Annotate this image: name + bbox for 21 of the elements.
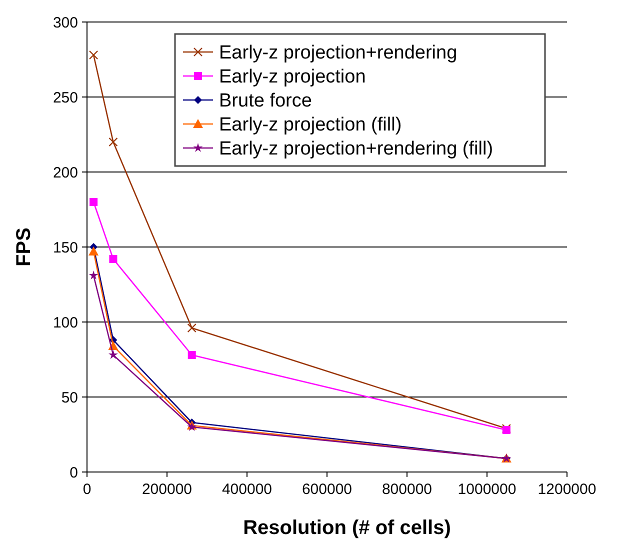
legend-label: Early-z projection+rendering (fill): [219, 138, 494, 160]
y-tick-label: 100: [52, 314, 78, 332]
x-tick-label: 600000: [302, 481, 352, 498]
y-tick-label: 50: [61, 389, 78, 406]
legend-label: Brute force: [219, 90, 312, 112]
y-axis-title: FPS: [13, 228, 35, 266]
x-tick-label: 200000: [142, 481, 192, 498]
y-tick-label: 0: [70, 464, 78, 482]
y-tick-label: 200: [52, 164, 78, 182]
x-tick-label: 800000: [382, 481, 432, 498]
x-tick-label: 1200000: [538, 481, 596, 498]
x-tick-label: 400000: [222, 481, 272, 498]
x-axis-title: Resolution (# of cells): [243, 517, 451, 539]
y-tick-label: 300: [52, 14, 78, 32]
legend-label: Early-z projection: [219, 66, 366, 88]
x-tick-label: 0: [82, 481, 92, 498]
legend-label: Early-z projection+rendering: [219, 42, 458, 64]
legend-label: Early-z projection (fill): [219, 114, 402, 136]
y-tick-label: 250: [52, 89, 78, 106]
x-tick-label: 1000000: [458, 481, 516, 498]
y-tick-label: 150: [52, 239, 78, 256]
